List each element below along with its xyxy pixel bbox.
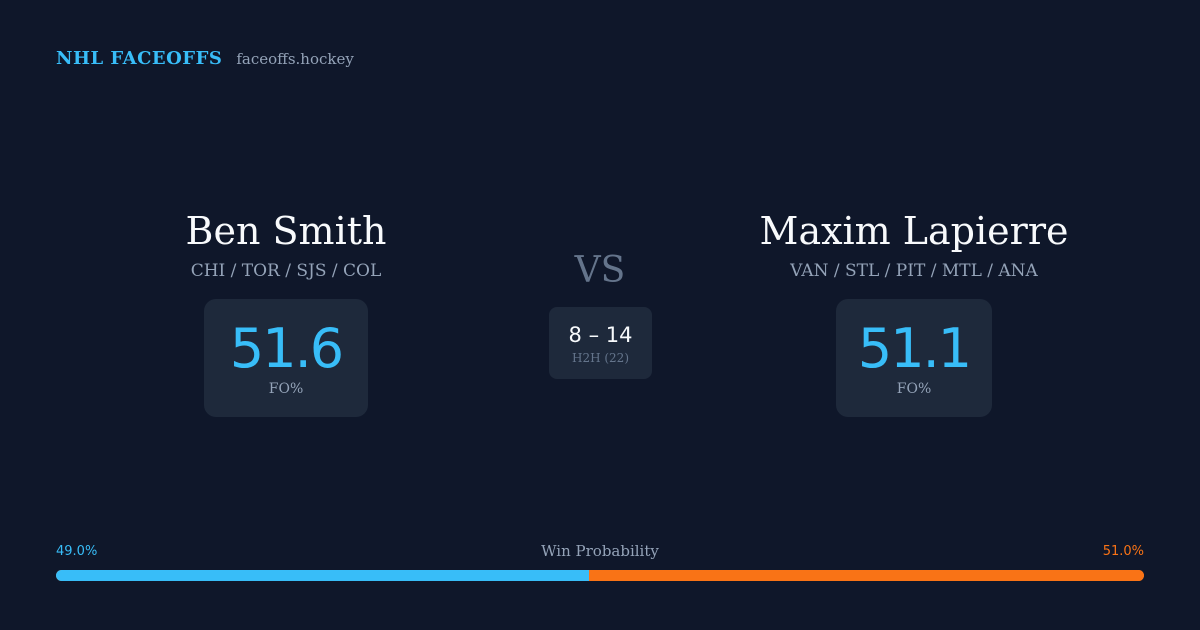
head-to-head-label: H2H (22) bbox=[571, 350, 629, 365]
head-to-head-score: 8 – 14 bbox=[568, 322, 633, 347]
win-probability-right-fill bbox=[589, 570, 1144, 581]
brand-header: NHL FACEOFFS faceoffs.hockey bbox=[56, 48, 354, 69]
player-right-name: Maxim Lapierre bbox=[759, 209, 1069, 253]
versus-label: VS bbox=[574, 250, 626, 291]
win-probability-labels: 49.0% Win Probability 51.0% bbox=[56, 542, 1144, 564]
player-left-stat-card: 51.6 FO% bbox=[204, 299, 368, 417]
player-right-stat-card: 51.1 FO% bbox=[836, 299, 992, 417]
win-probability-bar bbox=[56, 570, 1144, 581]
player-right-fo-label: FO% bbox=[896, 381, 932, 397]
player-right-panel: Maxim Lapierre VAN / STL / PIT / MTL / A… bbox=[704, 205, 1124, 417]
win-probability-right-value: 51.0% bbox=[1102, 544, 1144, 559]
win-probability-title: Win Probability bbox=[541, 542, 659, 560]
player-left-fo-value: 51.6 bbox=[229, 317, 344, 380]
head-to-head-card: 8 – 14 H2H (22) bbox=[549, 307, 652, 379]
player-left-teams: CHI / TOR / SJS / COL bbox=[190, 261, 382, 281]
brand-title: NHL FACEOFFS bbox=[56, 48, 223, 69]
player-right-fo-value: 51.1 bbox=[857, 317, 972, 380]
brand-site: faceoffs.hockey bbox=[236, 50, 354, 68]
player-right-teams: VAN / STL / PIT / MTL / ANA bbox=[790, 261, 1038, 281]
win-probability-left-fill bbox=[56, 570, 590, 581]
player-left-fo-label: FO% bbox=[268, 381, 304, 397]
player-left-panel: Ben Smith CHI / TOR / SJS / COL 51.6 FO% bbox=[76, 205, 496, 417]
player-left-name: Ben Smith bbox=[185, 209, 387, 253]
win-probability-left-value: 49.0% bbox=[56, 544, 98, 559]
